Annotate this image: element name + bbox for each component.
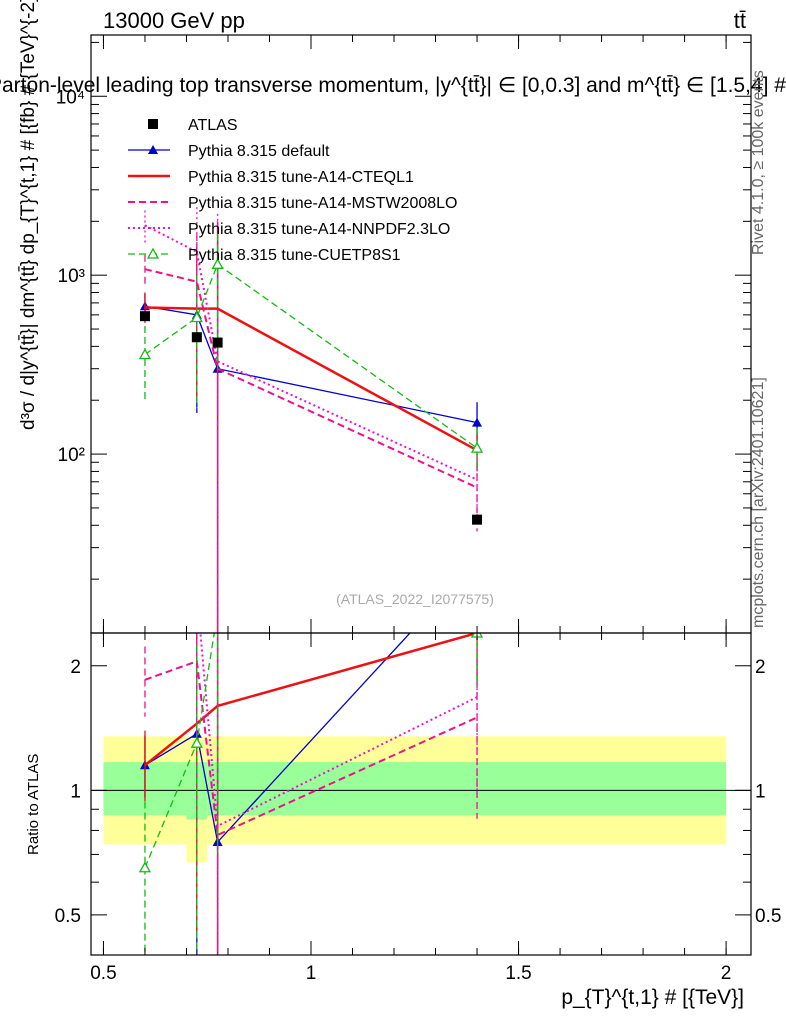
y-tick-label-ratio: 1 [70,781,81,802]
header-process-label: tt̄ [734,8,746,33]
cuetp-ratio-line [144,633,478,868]
atlas-data-point [212,337,223,348]
y-tick-label-ratio: 2 [70,657,81,678]
ratio-series-group [138,555,484,955]
cuetp-point [190,311,203,323]
y-tick-label-main: 10⁴ [56,87,85,108]
chart-title: Parton-level leading top transverse mome… [0,74,786,97]
y-axis-label-main: d³σ / d|y^{tt̄}| dm^{tt̄} dp_{T}^{t,1} #… [18,0,39,430]
legend-atlas-marker [148,119,158,129]
mstw-ratio-line [144,659,478,837]
default-ratio-point [472,555,482,564]
legend-nnpdf-label: Pythia 8.315 tune-A14-NNPDF2.3LO [188,221,450,238]
legend-mstw-label: Pythia 8.315 tune-A14-MSTW2008LO [188,195,457,212]
y-tick-label-ratio-right: 2 [755,657,766,678]
analysis-id-label: (ATLAS_2022_I2077575) [336,591,494,607]
default-ratio-line [144,633,411,844]
y-tick-label-main: 10³ [58,266,85,287]
cuetp-point [138,348,152,360]
ratio-frame [90,632,752,956]
band-inner-2 [207,762,727,816]
atlas-data-point [472,514,483,525]
x-tick-label: 1 [306,963,317,984]
x-tick-label: 1.5 [505,963,531,984]
y-tick-label-ratio-right: 0.5 [755,906,781,927]
atlas-data-point [191,332,202,343]
y-tick-label-ratio-right: 1 [755,781,766,802]
legend-cteql1-label: Pythia 8.315 tune-A14-CTEQL1 [188,169,414,186]
x-tick-label: 0.5 [90,963,116,984]
legend-cuetp-label: Pythia 8.315 tune-CUETP8S1 [188,247,401,264]
cuetp-point [470,441,484,453]
mcplots-label: mcplots.cern.ch [arXiv:2401.10621] [750,377,767,628]
cuetp-line [144,263,478,449]
mstw-line [144,268,478,489]
y-tick-label-ratio: 0.5 [55,906,81,927]
nnpdf-ratio-line [199,633,478,828]
cuetp-ratio-point [190,736,203,748]
legend-default-label: Pythia 8.315 default [188,143,330,160]
cuetp-ratio-point [138,861,152,873]
cteql1-line [144,306,478,452]
atlas-data-point [139,311,150,322]
x-tick-label: 2 [721,963,732,984]
y-tick-label-main: 10² [58,445,85,466]
axis-ticks: 0.5 1 1.5 2 10² 10³ 10⁴ 0.5 0.5 1 1 2 2 [55,35,781,984]
legend: ATLAS Pythia 8.315 default Pythia 8.315 tu… [128,117,457,264]
rivet-label: Rivet 4.1.0, ≥ 100k events [750,70,767,255]
default-line [144,305,478,424]
legend-cuetp-marker [146,247,160,259]
plot-frames [90,34,752,956]
legend-default-marker [148,145,158,154]
header-energy-label: 13000 GeV pp [103,8,245,33]
cuetp-point [211,257,224,269]
legend-atlas-label: ATLAS [188,117,238,134]
main-series-group [138,207,484,633]
x-axis-label: p_{T}^{t,1} # [{TeV}] [561,986,744,1009]
y-axis-label-ratio: Ratio to ATLAS [25,754,42,855]
default-point [472,417,483,427]
